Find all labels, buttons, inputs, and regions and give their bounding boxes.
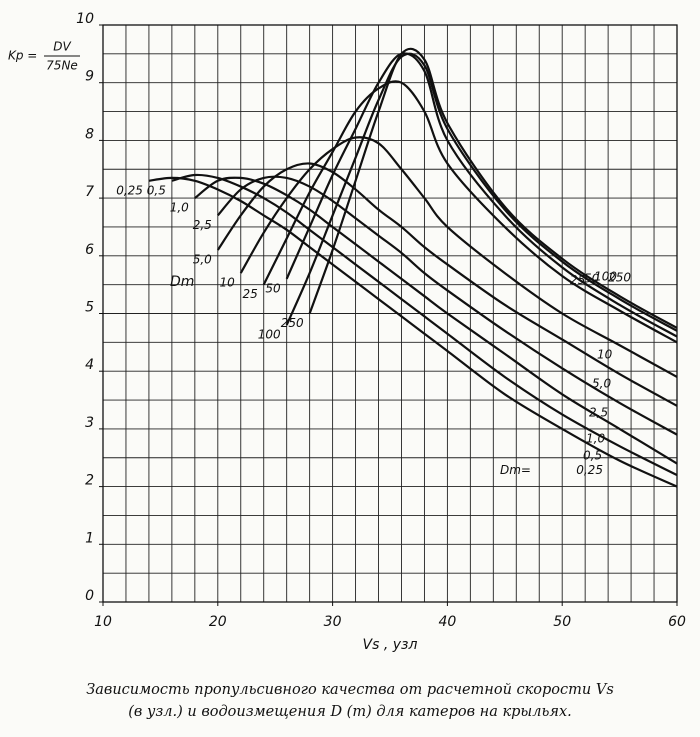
y-tick-label: 4: [85, 357, 94, 373]
y-label-symbol: Kp =: [8, 49, 37, 63]
series-label: 50: [265, 281, 281, 295]
curve: [239, 136, 678, 378]
curve: [285, 52, 678, 338]
curve: [285, 52, 678, 332]
series-label: 100: [258, 328, 281, 342]
annotation: Dm=: [500, 463, 531, 477]
x-tick-label: 20: [209, 614, 227, 630]
x-tick-label: 30: [324, 614, 342, 630]
x-tick-label: 50: [553, 614, 571, 630]
y-tick-label: 1: [85, 530, 94, 546]
x-tick-label: 60: [668, 614, 686, 630]
y-tick-label: 7: [85, 184, 94, 200]
x-tick-label: 10: [94, 614, 112, 630]
y-label-denominator: 75Ne: [46, 59, 78, 73]
y-tick-label: 0: [85, 588, 94, 604]
series-label: 2,5: [589, 405, 608, 419]
caption: Зависимость пропульсивного качества от р…: [86, 682, 614, 698]
series-label: 0,5: [583, 449, 602, 463]
y-tick-label: 2: [85, 473, 94, 489]
series-label: 2,5: [193, 218, 212, 232]
series-label: 10: [597, 348, 613, 362]
series-label: 100: [594, 270, 617, 284]
curve: [171, 173, 678, 477]
x-label: Vs , узл: [363, 637, 418, 653]
y-label-numerator: DV: [53, 40, 71, 54]
curve: [262, 80, 678, 344]
series-label: 250: [608, 271, 631, 285]
y-tick-label: 5: [85, 300, 94, 316]
series-label: 0,25: [116, 183, 143, 197]
y-tick-label: 10: [76, 11, 94, 27]
caption: (в узл.) и водоизмещения D (т) для катер…: [128, 704, 572, 720]
series-label: 25: [242, 287, 257, 301]
curve: [308, 47, 678, 329]
series-label: 1,0: [170, 201, 189, 215]
series-label: 1,0: [586, 431, 605, 445]
x-tick-label: 40: [438, 614, 456, 630]
y-tick-label: 9: [85, 69, 94, 85]
series-label: 5,0: [592, 377, 611, 391]
y-tick-label: 6: [85, 242, 94, 258]
annotation: Dm: [170, 274, 194, 290]
curve: [148, 176, 678, 488]
y-tick-label: 8: [85, 126, 94, 142]
series-label: 10: [219, 276, 235, 290]
curve: [194, 176, 678, 465]
series-label: 250: [281, 316, 304, 330]
curve: [216, 175, 678, 436]
curve: [216, 162, 678, 407]
y-tick-label: 3: [85, 415, 94, 431]
series-label: 0,25: [576, 463, 603, 477]
series-label: 0,5: [147, 183, 166, 197]
series-label: 5,0: [193, 253, 212, 267]
